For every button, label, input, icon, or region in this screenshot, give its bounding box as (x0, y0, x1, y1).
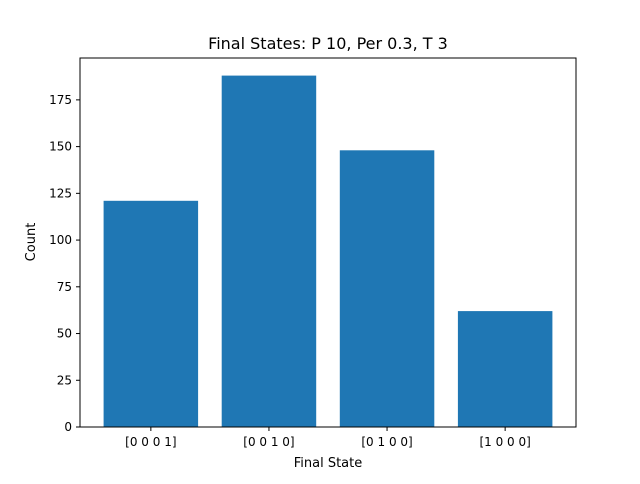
bar-1 (221, 75, 317, 427)
y-tick-label: 75 (57, 280, 72, 294)
y-ticks: 0 25 50 75 100 125 150 175 (49, 93, 80, 434)
bars-layer (103, 75, 553, 428)
x-tick-label: [0 0 1 0] (243, 435, 294, 449)
bar-3 (457, 311, 553, 427)
x-tick-label: [0 0 0 1] (125, 435, 176, 449)
x-tick-label: [0 1 0 0] (361, 435, 412, 449)
y-tick-label: 100 (49, 233, 72, 247)
bar-2 (339, 150, 435, 428)
y-tick-label: 25 (57, 373, 72, 387)
x-tick-label: [1 0 0 0] (479, 435, 530, 449)
y-tick-label: 175 (49, 93, 72, 107)
chart-title: Final States: P 10, Per 0.3, T 3 (208, 34, 448, 53)
y-tick-label: 125 (49, 186, 72, 200)
y-tick-label: 0 (64, 420, 72, 434)
plot-frame (79, 57, 577, 428)
y-tick-label: 50 (57, 327, 72, 341)
y-tick-label: 150 (49, 140, 72, 154)
x-ticks: [0 0 0 1] [0 0 1 0] [0 1 0 0] [1 0 0 0] (125, 427, 531, 449)
axes-layer (79, 57, 577, 428)
y-axis-label: Count (24, 223, 39, 262)
bar-0 (103, 200, 199, 427)
x-axis-label: Final State (294, 456, 363, 471)
